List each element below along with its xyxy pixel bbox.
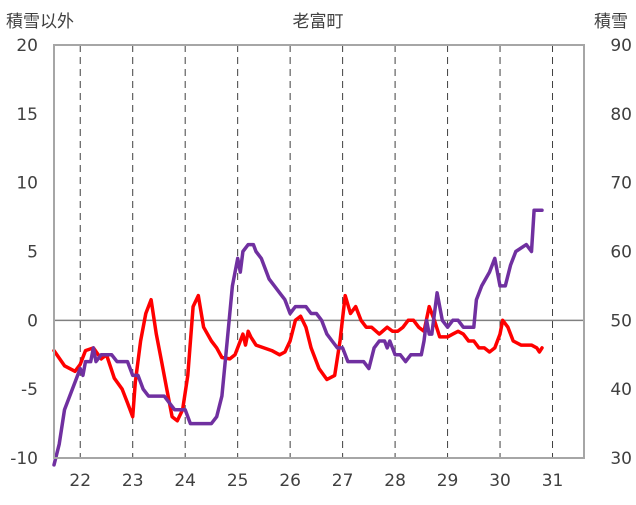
y-left-tick-label: 0 [27, 311, 38, 331]
x-tick-label: 24 [174, 471, 196, 491]
right-axis-label: 積雪 [594, 12, 628, 32]
y-left-tick-label: 15 [16, 105, 38, 125]
x-tick-label: 25 [227, 471, 249, 491]
series-line-left [52, 293, 544, 423]
x-tick-label: 29 [437, 471, 459, 491]
y-left-tick-label: 20 [16, 36, 38, 56]
x-tick-label: 30 [489, 471, 511, 491]
y-right-tick-label: 80 [610, 105, 632, 125]
tick-labels: 22 23 24 25 26 27 28 29 30 3120151050-5-109080706… [10, 36, 632, 491]
plot-frame [53, 44, 585, 459]
y-right-tick-label: 90 [610, 36, 632, 56]
grid [54, 45, 584, 458]
x-tick-label: 26 [279, 471, 301, 491]
y-left-tick-label: -10 [10, 449, 38, 469]
x-tick-label: 23 [122, 471, 144, 491]
x-tick-label: 28 [384, 471, 406, 491]
x-tick-label: 27 [332, 471, 354, 491]
y-right-tick-label: 70 [610, 174, 632, 194]
y-right-tick-label: 50 [610, 311, 632, 331]
y-right-tick-label: 60 [610, 243, 632, 263]
chart-title: 老富町 [293, 12, 344, 32]
series-group [52, 208, 544, 467]
left-axis-label: 積雪以外 [6, 12, 74, 32]
y-left-tick-label: -5 [21, 380, 38, 400]
x-tick-label: 31 [542, 471, 564, 491]
y-left-tick-label: 5 [27, 243, 38, 263]
series-line-right [52, 208, 544, 467]
x-tick-label: 22 [69, 471, 91, 491]
y-right-tick-label: 30 [610, 449, 632, 469]
y-left-tick-label: 10 [16, 174, 38, 194]
y-right-tick-label: 40 [610, 380, 632, 400]
